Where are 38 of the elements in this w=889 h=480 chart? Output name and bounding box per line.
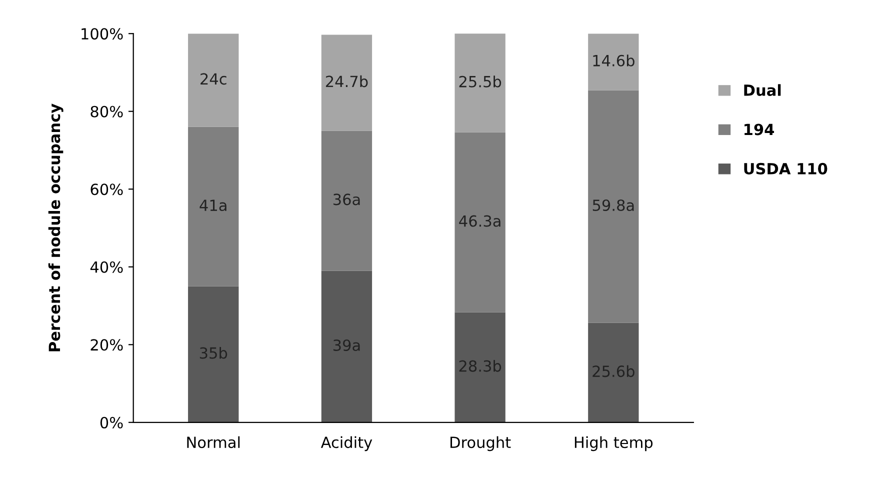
x-tick-label: Acidity (320, 436, 372, 452)
y-tick-label: 20% (90, 339, 123, 351)
y-tick-label: 100% (82, 28, 123, 40)
data-label: 59.8a (592, 199, 634, 212)
data-label: 41a (200, 200, 226, 212)
data-label: 25.6b (592, 365, 634, 378)
y-axis-title: Percent of nodule occupancy (48, 104, 64, 352)
x-tick-label: Drought (450, 436, 511, 452)
y-tick-label: 40% (90, 261, 123, 273)
data-label: 25.5b (459, 76, 502, 88)
bar (588, 322, 639, 422)
data-label: 28.3b (459, 360, 502, 372)
data-label: 24c (200, 73, 226, 85)
bar (188, 126, 239, 286)
bar (588, 90, 639, 323)
bar (454, 34, 506, 132)
data-label: 14.6b (593, 54, 634, 66)
data-label: 35b (200, 346, 228, 359)
legend-label: 194 (744, 124, 774, 136)
y-tick-label: 0% (100, 416, 123, 428)
bar (321, 130, 372, 271)
bar (454, 312, 506, 422)
bar (588, 34, 639, 90)
y-tick-label: 60% (90, 184, 123, 196)
x-tick-label: Normal (187, 436, 240, 448)
bar (321, 34, 372, 131)
data-label: 24.7b (326, 75, 368, 88)
data-label: 36a (333, 194, 360, 206)
bar (188, 34, 239, 127)
y-tick-label: 80% (90, 106, 123, 118)
x-tick-label: High temp (574, 436, 653, 452)
legend-label: Dual (744, 84, 781, 96)
data-label: 39a (333, 339, 360, 352)
bar (321, 270, 372, 422)
legend-label: USDA 110 (744, 162, 828, 174)
data-label: 46.3a (459, 215, 500, 227)
bar (454, 132, 506, 312)
bar (188, 286, 239, 422)
